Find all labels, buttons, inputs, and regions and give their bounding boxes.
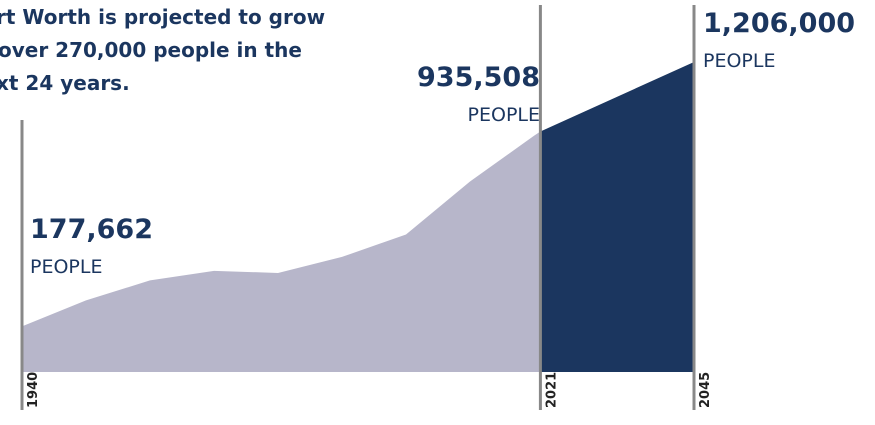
area <box>22 131 541 372</box>
unit-label: PEOPLE <box>468 104 540 126</box>
title-line: rt Worth is projected to grow <box>0 5 325 29</box>
x-tick-label: 2045 <box>698 372 713 408</box>
value-label: 1,206,000 <box>703 8 855 39</box>
title-line: xt 24 years. <box>0 71 130 95</box>
area <box>540 61 694 372</box>
value-label: 177,662 <box>30 214 153 245</box>
value-label: 935,508 <box>417 62 540 93</box>
unit-label: PEOPLE <box>30 256 102 278</box>
x-tick-label: 1940 <box>26 372 41 408</box>
unit-label: PEOPLE <box>703 50 775 72</box>
title-line: over 270,000 people in the <box>0 38 302 62</box>
x-tick-label: 2021 <box>544 372 559 408</box>
